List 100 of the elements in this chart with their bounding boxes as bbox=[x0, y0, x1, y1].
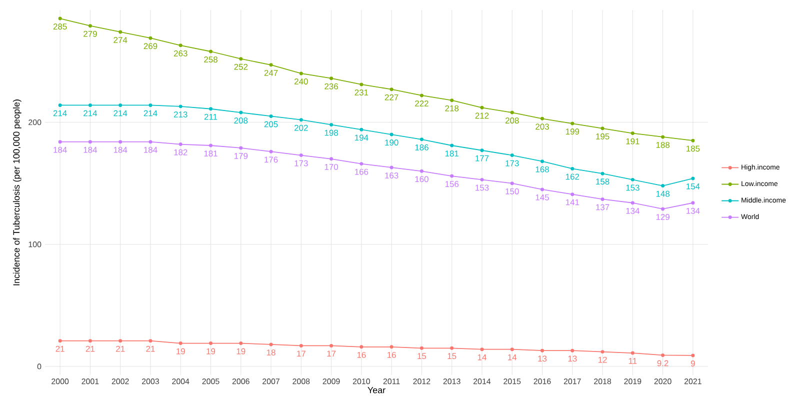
point bbox=[540, 160, 544, 164]
data-label: 198 bbox=[324, 130, 338, 136]
point bbox=[480, 178, 484, 182]
point bbox=[88, 339, 92, 343]
point bbox=[661, 184, 665, 188]
point bbox=[691, 354, 695, 358]
point bbox=[661, 353, 665, 357]
point bbox=[630, 351, 634, 355]
data-label: 236 bbox=[324, 83, 338, 90]
point bbox=[630, 201, 634, 205]
point bbox=[420, 169, 424, 173]
point bbox=[570, 348, 574, 352]
point bbox=[600, 350, 604, 354]
data-label: 134 bbox=[686, 208, 700, 214]
data-label: 185 bbox=[686, 146, 700, 152]
data-label: 184 bbox=[114, 146, 128, 153]
data-label: 14 bbox=[478, 354, 486, 360]
data-label: 19 bbox=[176, 348, 185, 354]
point bbox=[540, 188, 544, 192]
point bbox=[450, 144, 454, 148]
data-label: 184 bbox=[144, 146, 158, 153]
point bbox=[118, 30, 122, 34]
data-label: 203 bbox=[536, 124, 549, 130]
point bbox=[480, 148, 484, 152]
point bbox=[600, 172, 604, 176]
data-label: 21 bbox=[146, 346, 155, 352]
point bbox=[88, 140, 92, 144]
point bbox=[600, 197, 604, 201]
point bbox=[661, 207, 665, 211]
data-label: 184 bbox=[84, 146, 98, 153]
data-label: 199 bbox=[566, 128, 580, 135]
point bbox=[118, 140, 122, 144]
data-label: 211 bbox=[204, 114, 218, 120]
point bbox=[540, 116, 544, 120]
point bbox=[299, 118, 303, 122]
data-label: 148 bbox=[656, 190, 670, 197]
data-label: 188 bbox=[656, 142, 670, 148]
data-label: 166 bbox=[355, 168, 368, 175]
data-label: 247 bbox=[264, 70, 278, 76]
point bbox=[570, 166, 574, 170]
point bbox=[148, 36, 152, 40]
data-label: 163 bbox=[385, 172, 398, 178]
data-label: 269 bbox=[144, 43, 158, 50]
point bbox=[390, 132, 394, 136]
point bbox=[118, 103, 122, 107]
x-axis-title: Year bbox=[368, 387, 386, 394]
data-label: 158 bbox=[596, 178, 610, 185]
point bbox=[510, 182, 514, 186]
point bbox=[148, 103, 152, 107]
data-label: 160 bbox=[415, 176, 428, 182]
data-label: 214 bbox=[84, 110, 98, 116]
data-label: 13 bbox=[538, 356, 547, 362]
point bbox=[269, 63, 273, 67]
data-label: 231 bbox=[354, 89, 368, 96]
data-label: 191 bbox=[626, 138, 640, 144]
point bbox=[299, 154, 303, 158]
data-label: 214 bbox=[144, 110, 158, 116]
data-label: 154 bbox=[686, 183, 700, 190]
point bbox=[269, 342, 273, 346]
data-label: 170 bbox=[324, 164, 338, 170]
data-label: 186 bbox=[415, 144, 428, 150]
point bbox=[390, 88, 394, 92]
data-label: 205 bbox=[264, 121, 278, 128]
data-label: 274 bbox=[114, 36, 128, 43]
data-label: 179 bbox=[234, 152, 248, 159]
point bbox=[58, 16, 62, 20]
point bbox=[330, 157, 334, 161]
data-label: 240 bbox=[294, 78, 308, 84]
data-label: 9.2 bbox=[657, 360, 668, 366]
data-label: 222 bbox=[415, 100, 428, 106]
point bbox=[390, 345, 394, 349]
point bbox=[148, 140, 152, 144]
point bbox=[239, 146, 243, 150]
point bbox=[239, 57, 243, 61]
data-label: 14 bbox=[508, 354, 517, 360]
data-label: 227 bbox=[384, 94, 398, 100]
data-label: 17 bbox=[327, 350, 336, 357]
point bbox=[178, 142, 182, 146]
data-label: 213 bbox=[174, 111, 188, 118]
data-label: 212 bbox=[475, 112, 489, 119]
data-label: 18 bbox=[266, 350, 276, 356]
point bbox=[239, 110, 243, 114]
data-label: 21 bbox=[86, 346, 94, 352]
point bbox=[58, 339, 62, 343]
point bbox=[209, 144, 212, 148]
data-label: 173 bbox=[506, 160, 519, 166]
data-label: 150 bbox=[506, 188, 519, 194]
point bbox=[630, 132, 634, 136]
data-label: 153 bbox=[626, 184, 640, 191]
data-label: 12 bbox=[598, 356, 607, 363]
data-label: 16 bbox=[357, 352, 366, 358]
point bbox=[299, 72, 303, 76]
point bbox=[570, 192, 574, 196]
point bbox=[630, 178, 634, 182]
point bbox=[540, 348, 544, 352]
data-label: 263 bbox=[174, 50, 188, 56]
data-label: 21 bbox=[56, 346, 64, 352]
data-label: 202 bbox=[294, 124, 308, 131]
point bbox=[691, 176, 695, 180]
data-label: 13 bbox=[568, 356, 577, 362]
